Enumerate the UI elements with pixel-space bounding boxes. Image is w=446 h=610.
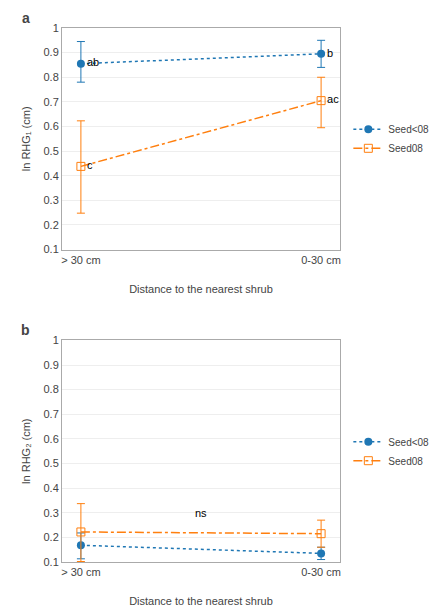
svg-text:0.2: 0.2 — [44, 531, 59, 543]
svg-text:> 30 cm: > 30 cm — [61, 566, 100, 578]
svg-text:0.3: 0.3 — [44, 507, 59, 519]
svg-text:1: 1 — [53, 334, 59, 346]
svg-text:0.4: 0.4 — [44, 482, 59, 494]
svg-text:0.9: 0.9 — [44, 359, 59, 371]
svg-text:b: b — [21, 322, 30, 338]
svg-text:0.1: 0.1 — [44, 243, 59, 255]
svg-text:0-30 cm: 0-30 cm — [301, 566, 341, 578]
svg-text:1: 1 — [53, 22, 59, 34]
svg-text:0.4: 0.4 — [44, 170, 59, 182]
svg-text:0.8: 0.8 — [44, 71, 59, 83]
svg-text:Seed08: Seed08 — [388, 143, 423, 154]
svg-text:0.7: 0.7 — [44, 408, 59, 420]
svg-text:0.6: 0.6 — [44, 433, 59, 445]
svg-text:ab: ab — [87, 56, 99, 68]
svg-text:b: b — [327, 47, 333, 59]
svg-text:ln RHG₂ (cm): ln RHG₂ (cm) — [20, 418, 32, 483]
svg-text:ac: ac — [327, 93, 339, 105]
svg-text:ns: ns — [195, 507, 207, 519]
svg-text:a: a — [22, 10, 30, 26]
svg-text:Seed<08: Seed<08 — [388, 124, 429, 135]
svg-text:Distance to the nearest shrub: Distance to the nearest shrub — [129, 595, 273, 607]
svg-text:c: c — [87, 159, 93, 171]
svg-text:Seed<08: Seed<08 — [388, 437, 429, 448]
svg-text:Seed08: Seed08 — [388, 456, 423, 467]
svg-text:0.7: 0.7 — [44, 96, 59, 108]
svg-text:0.8: 0.8 — [44, 383, 59, 395]
svg-text:Distance to the nearest shrub: Distance to the nearest shrub — [129, 283, 273, 295]
svg-text:ln RHG₁ (cm): ln RHG₁ (cm) — [20, 106, 32, 171]
svg-text:0.3: 0.3 — [44, 194, 59, 206]
svg-text:> 30 cm: > 30 cm — [61, 254, 100, 266]
svg-text:0.1: 0.1 — [44, 556, 59, 568]
svg-text:0.5: 0.5 — [44, 145, 59, 157]
svg-text:0.2: 0.2 — [44, 219, 59, 231]
svg-text:0.5: 0.5 — [44, 457, 59, 469]
svg-text:0.9: 0.9 — [44, 46, 59, 58]
svg-text:0.6: 0.6 — [44, 120, 59, 132]
svg-text:0-30 cm: 0-30 cm — [301, 254, 341, 266]
